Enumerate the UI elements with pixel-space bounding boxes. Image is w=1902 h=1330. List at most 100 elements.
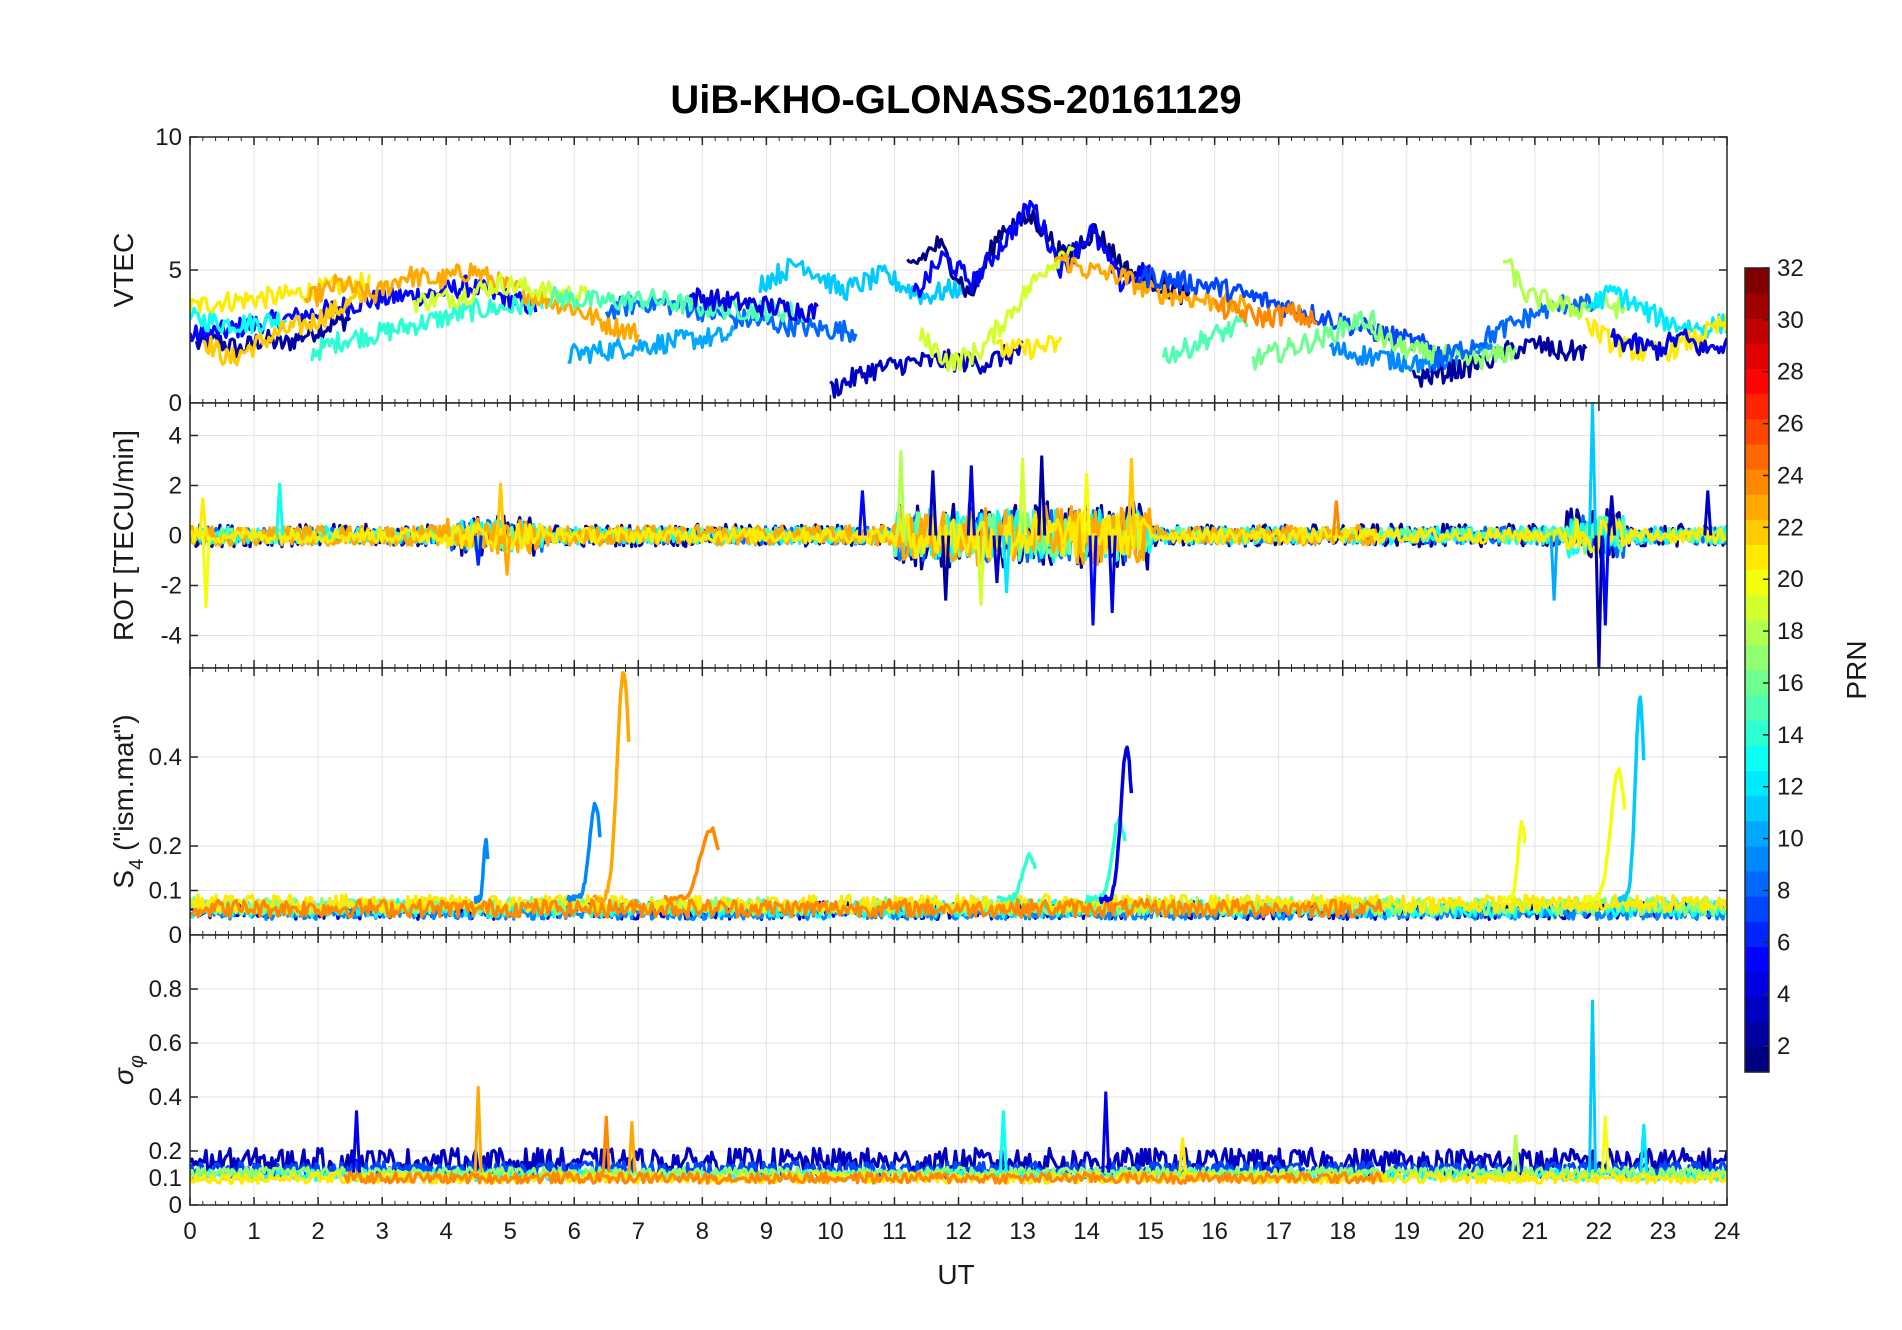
s4-peak-prn-20	[1501, 819, 1527, 904]
x-tick-label: 4	[439, 1218, 452, 1245]
x-tick-label: 22	[1586, 1218, 1613, 1245]
spike-prn-2	[1594, 535, 1604, 668]
colorbar-band	[1745, 544, 1769, 571]
colorbar-tick-label: 22	[1777, 514, 1804, 541]
colorbar-band	[1745, 594, 1769, 621]
series-line-prn-21	[190, 512, 1727, 560]
colorbar-band	[1745, 820, 1769, 847]
panel-sigma-data	[190, 999, 1727, 1185]
colorbar-band	[1745, 720, 1769, 746]
s4-peak-prn-9	[566, 801, 602, 903]
colorbar-tick-label: 14	[1777, 722, 1804, 749]
x-tick-label: 15	[1137, 1218, 1164, 1245]
y-axis-label-s4: S4 ("ism.mat")	[108, 714, 148, 888]
x-tick-label: 19	[1393, 1218, 1420, 1245]
spike-prn-24	[601, 1115, 611, 1173]
s4-peak-prn-14	[996, 852, 1038, 903]
spike-prn-5	[857, 490, 867, 536]
x-tick-label: 16	[1201, 1218, 1228, 1245]
panel-vtec: 0 5 10 VTEC	[108, 124, 1728, 417]
series-line-prn-24	[190, 897, 1383, 919]
spike-prn-6	[473, 535, 483, 566]
spike-prn-13	[275, 482, 285, 536]
spike-prn-23	[627, 1121, 637, 1173]
spike-prn-10	[1549, 535, 1559, 601]
colorbar-band	[1745, 368, 1769, 395]
colorbar-band	[1745, 745, 1769, 772]
series-line-prn-19	[918, 245, 1075, 372]
colorbar-band	[1745, 1021, 1769, 1048]
s4-peak-prn-23	[592, 671, 631, 904]
panel-s4-data	[190, 671, 1727, 921]
series-line-prn-8	[604, 290, 858, 343]
s4-peak-prn-4	[1098, 745, 1134, 905]
colorbar-band	[1745, 343, 1769, 370]
y-tick-label: -4	[161, 623, 182, 650]
spike-prn-22	[496, 482, 506, 536]
y-tick-label: 0.8	[149, 976, 182, 1003]
spike-prn-12	[1639, 1123, 1649, 1173]
colorbar-label: PRN	[1841, 640, 1872, 699]
colorbar-band	[1745, 469, 1769, 495]
spike-prn-20	[1600, 1115, 1610, 1173]
series-line-prn-5	[912, 199, 1152, 299]
x-tick-label: 18	[1329, 1218, 1356, 1245]
x-tick-label: 10	[817, 1218, 844, 1245]
y-tick-label: 0.2	[149, 1138, 182, 1165]
colorbar-tick-label: 2	[1777, 1033, 1790, 1060]
series-line-prn-13	[190, 306, 288, 335]
spike-prn-13	[998, 1110, 1008, 1173]
spike-prn-18	[1511, 1134, 1521, 1173]
x-tick-label: 2	[311, 1218, 324, 1245]
series-line-prn-4	[688, 287, 819, 323]
x-tick-label: 5	[504, 1218, 517, 1245]
colorbar-band	[1745, 871, 1769, 897]
series-line-prn-24	[1213, 296, 1318, 329]
spike-prn-20	[1082, 472, 1092, 536]
spike-prn-18	[896, 450, 906, 536]
colorbar-tick-label: 20	[1777, 566, 1804, 593]
x-tick-label: 17	[1265, 1218, 1292, 1245]
y-tick-label: 5	[169, 257, 182, 284]
panel-vtec-data	[190, 199, 1727, 399]
series-line-prn-15	[1161, 314, 1249, 364]
colorbar-tick-label: 8	[1777, 877, 1790, 904]
spike-prn-19	[976, 535, 986, 606]
series-line-prn-3	[829, 340, 1024, 399]
series-line-prn-11	[758, 257, 967, 306]
spike-prn-3	[1607, 495, 1617, 536]
s4-label-s: S	[108, 870, 139, 889]
series-line-prn-14	[310, 290, 544, 362]
colorbar-band	[1745, 318, 1769, 344]
y-axis-label-vtec: VTEC	[108, 233, 139, 308]
x-tick-label: 1	[247, 1218, 260, 1245]
colorbar-tick-label: 6	[1777, 929, 1790, 956]
y-axis-label-rot: ROT [TECU/min]	[108, 430, 139, 641]
y-tick-label: 0.4	[149, 744, 182, 771]
spike-prn-11	[1588, 999, 1598, 1173]
series-line-prn-22	[201, 288, 365, 367]
x-tick-label: 13	[1009, 1218, 1036, 1245]
colorbar-band	[1745, 393, 1769, 420]
x-axis-label: UT	[937, 1259, 974, 1290]
spike-prn-21	[198, 497, 208, 536]
x-tick-label: 0	[183, 1218, 196, 1245]
colorbar-tick-label: 26	[1777, 411, 1804, 438]
x-tick-label: 14	[1073, 1218, 1100, 1245]
spike-prn-20	[201, 535, 211, 609]
spike-prn-5	[1600, 535, 1610, 626]
colorbar-band	[1745, 268, 1769, 294]
colorbar-band	[1745, 795, 1769, 822]
spike-prn-3	[992, 535, 1002, 584]
colorbar-band	[1745, 569, 1769, 596]
spike-prn-3	[1703, 490, 1713, 536]
colorbar-band	[1745, 619, 1769, 646]
colorbar-tick-label: 30	[1777, 307, 1804, 334]
y-tick-label: 0.4	[149, 1084, 182, 1111]
colorbar-tick-label: 4	[1777, 981, 1790, 1008]
spike-prn-22	[1126, 457, 1136, 536]
x-tick-label: 20	[1457, 1218, 1484, 1245]
s4-peak-prn-20	[1581, 767, 1627, 904]
